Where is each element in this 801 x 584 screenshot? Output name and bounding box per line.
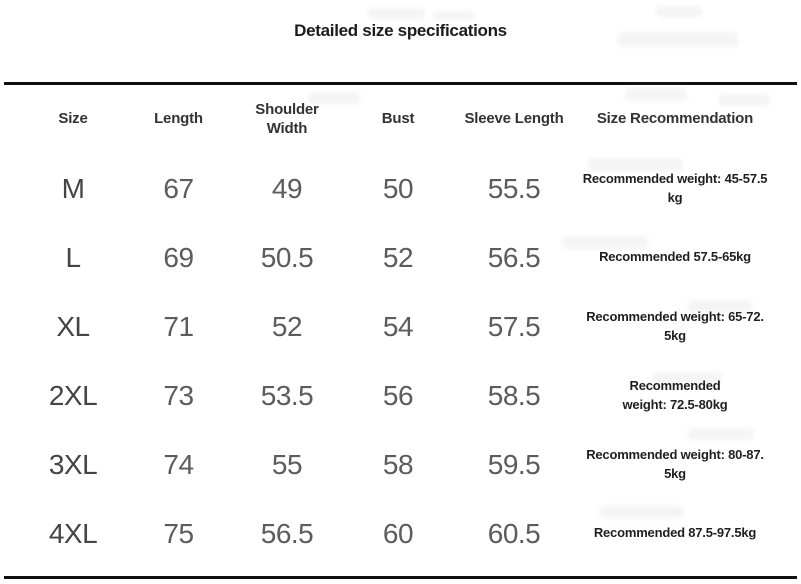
size-cell: M: [61, 172, 85, 204]
recommendation-line: Recommended weight: 80-87.: [586, 447, 764, 463]
shoulder-width-cell: 55: [271, 448, 303, 480]
sleeve-length-cell: 60.5: [487, 517, 541, 549]
length-cell: 67: [163, 172, 194, 204]
length-cell: 71: [163, 310, 194, 342]
size-table: Size Length Shoulder Width Bust Sleeve L…: [0, 85, 801, 568]
recommendation-line: Recommended: [629, 378, 721, 394]
bottom-spacer: [0, 568, 801, 576]
header-cell-size: Size: [20, 85, 126, 154]
shoulder-width-cell: 50.5: [260, 241, 314, 273]
sleeve-length-cell: 59.5: [487, 448, 541, 480]
header-cell-sleeve-length: Sleeve Length: [453, 85, 575, 154]
length-cell: 69: [163, 241, 194, 273]
sleeve-length-cell: 57.5: [487, 310, 541, 342]
recommendation-cell: Recommended weight: 72.5-80kg: [575, 361, 775, 430]
header-label: Length: [154, 110, 203, 128]
recommendation-cell: Recommended weight: 45-57.5 kg: [575, 154, 775, 223]
recommendation-line: 5kg: [664, 465, 686, 481]
shoulder-width-cell: 53.5: [260, 379, 314, 411]
size-cell: 4XL: [48, 517, 98, 549]
length-cell: 75: [163, 517, 194, 549]
header-cell-shoulder-width: Shoulder Width: [231, 85, 343, 154]
bust-cell: 58: [382, 448, 414, 480]
title-bar: Detailed size specifications: [0, 0, 801, 82]
header-cell-size-recommendation: Size Recommendation: [575, 85, 775, 154]
recommendation-cell: Recommended weight: 65-72. 5kg: [575, 292, 775, 361]
header-label: Sleeve Length: [464, 110, 564, 128]
page-title: Detailed size specifications: [294, 21, 507, 40]
size-cell: XL: [56, 310, 90, 342]
recommendation-line: Recommended 87.5-97.5kg: [593, 525, 757, 541]
recommendation-line: 5kg: [664, 327, 686, 343]
sleeve-length-cell: 58.5: [487, 379, 541, 411]
bust-cell: 52: [382, 241, 414, 273]
size-cell: 3XL: [48, 448, 98, 480]
sleeve-length-cell: 55.5: [487, 172, 541, 204]
recommendation-line: weight: 72.5-80kg: [622, 396, 728, 412]
size-cell: L: [65, 241, 81, 273]
sleeve-length-cell: 56.5: [487, 241, 541, 273]
bust-cell: 60: [382, 517, 414, 549]
header-label: Size Recommendation: [596, 110, 754, 128]
header-cell-bust: Bust: [343, 85, 453, 154]
shoulder-width-cell: 49: [271, 172, 303, 204]
length-cell: 73: [163, 379, 194, 411]
shoulder-width-cell: 52: [271, 310, 303, 342]
top-rule: [4, 82, 797, 85]
size-cell: 2XL: [48, 379, 98, 411]
header-label: Bust: [381, 110, 415, 128]
recommendation-cell: Recommended 57.5-65kg: [575, 223, 775, 292]
shoulder-width-cell: 56.5: [260, 517, 314, 549]
header-label: Shoulder Width: [255, 100, 319, 137]
recommendation-line: Recommended 57.5-65kg: [599, 249, 751, 265]
recommendation-line: Recommended weight: 65-72.: [586, 309, 764, 325]
recommendation-cell: Recommended 87.5-97.5kg: [575, 499, 775, 568]
bust-cell: 50: [382, 172, 414, 204]
recommendation-line: kg: [667, 189, 683, 205]
bust-cell: 54: [382, 310, 414, 342]
header-label: Size: [58, 110, 88, 128]
length-cell: 74: [163, 448, 194, 480]
recommendation-cell: Recommended weight: 80-87. 5kg: [575, 430, 775, 499]
bottom-rule: [4, 576, 797, 579]
recommendation-line: Recommended weight: 45-57.5: [582, 171, 768, 187]
header-cell-length: Length: [126, 85, 231, 154]
bust-cell: 56: [382, 379, 414, 411]
